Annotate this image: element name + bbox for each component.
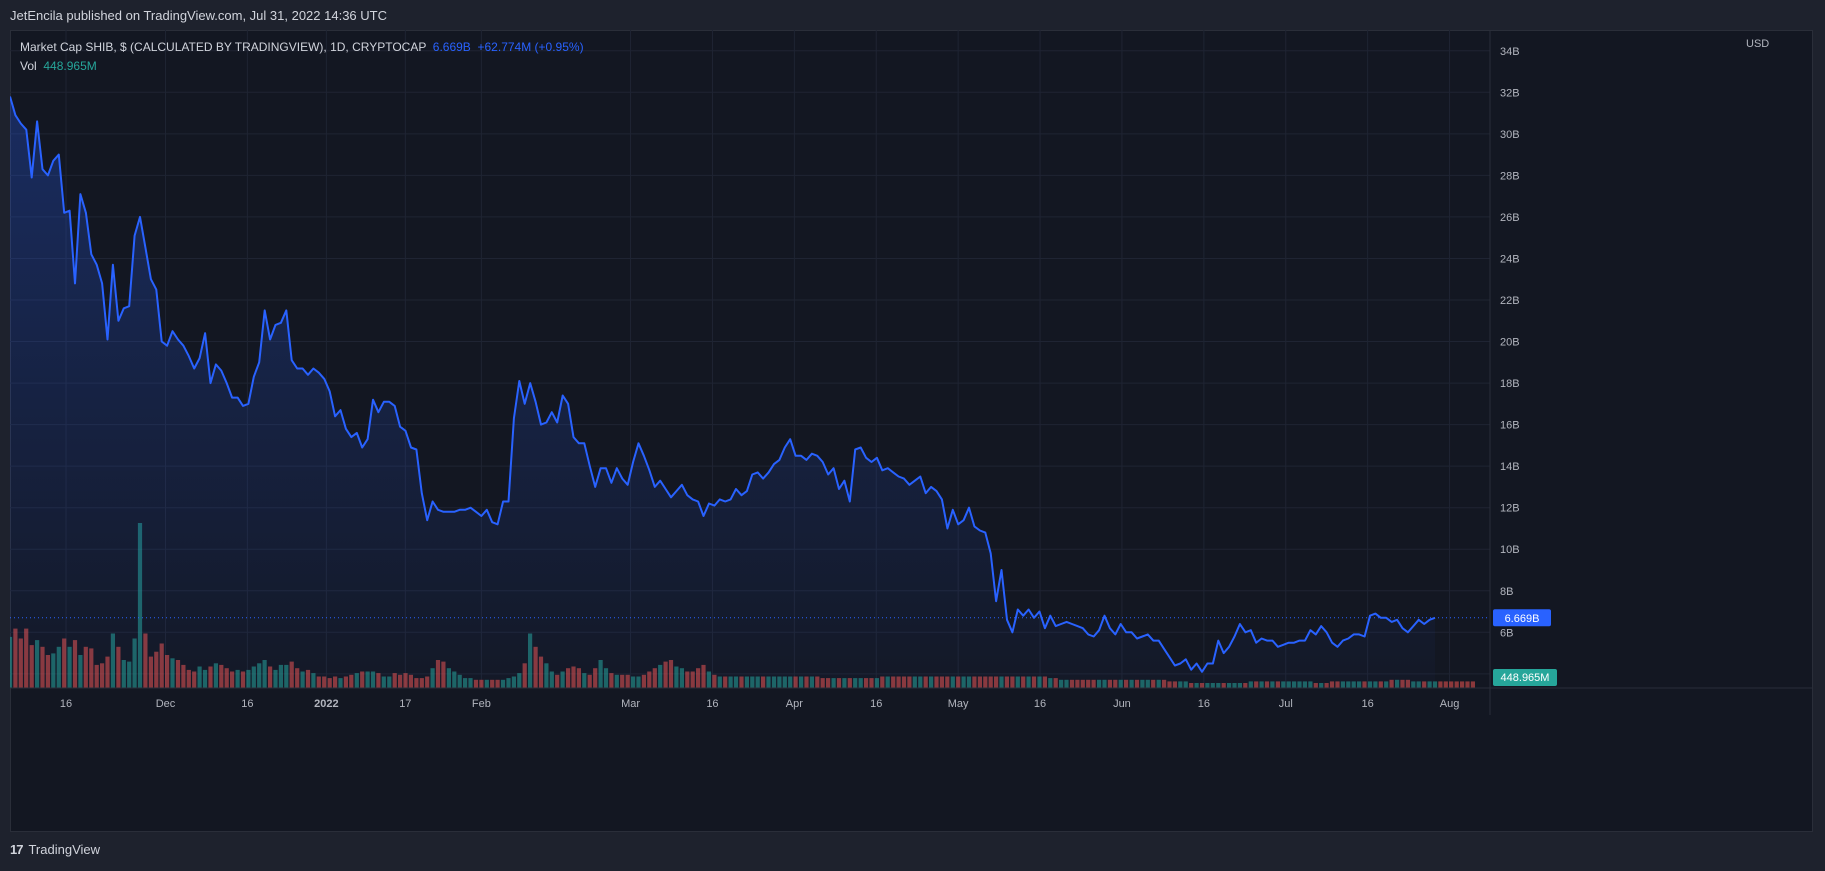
volume-bar (1449, 681, 1454, 688)
time-tick-label: Mar (621, 698, 640, 710)
time-tick-label: 16 (706, 698, 718, 710)
price-tick-label: 26B (1500, 212, 1520, 224)
footer-branding[interactable]: 17 TradingView (10, 842, 100, 857)
legend-change: +62.774M (+0.95%) (477, 40, 584, 54)
price-tick-label: 8B (1500, 586, 1513, 598)
price-tick-label: 34B (1500, 46, 1520, 58)
time-tick-label: 16 (241, 698, 253, 710)
time-tick-label: Dec (156, 698, 176, 710)
last-volume-label: 448.965M (1501, 672, 1550, 684)
time-tick-label: Aug (1440, 698, 1460, 710)
price-tick-label: 24B (1500, 253, 1520, 265)
price-tick-label: 28B (1500, 170, 1520, 182)
published-byline: JetEncila published on TradingView.com, … (10, 8, 387, 23)
price-tick-label: 12B (1500, 503, 1520, 515)
chart-legend: Market Cap SHIB, $ (CALCULATED BY TRADIN… (20, 40, 584, 73)
last-volume-badge: 448.965M (1493, 669, 1557, 686)
symbol-description[interactable]: Market Cap SHIB, $ (CALCULATED BY TRADIN… (20, 40, 427, 54)
time-tick-label: Jun (1113, 698, 1131, 710)
footer-brand-name: TradingView (28, 842, 101, 857)
market-cap-area (10, 96, 1435, 688)
time-tick-label: 17 (399, 698, 411, 710)
volume-indicator-label[interactable]: Vol (20, 59, 37, 73)
time-tick-label: Jul (1279, 698, 1293, 710)
volume-bar (1443, 681, 1448, 688)
market-cap-line (10, 96, 1436, 673)
time-tick-label: Feb (472, 698, 491, 710)
time-tick-label: 16 (1362, 698, 1374, 710)
time-axis[interactable]: 16 Dec 16 2022 17 Feb Mar 16 Apr 16 May 16 Jun 16 Jul 1… (60, 698, 1459, 710)
time-tick-label: 16 (870, 698, 882, 710)
price-tick-label: 14B (1500, 461, 1520, 473)
price-tick-label: 32B (1500, 87, 1520, 99)
volume-bar (1470, 681, 1475, 688)
time-tick-label: 16 (1198, 698, 1210, 710)
last-value-badge: 6.669B (1493, 609, 1551, 627)
time-tick-label: Apr (786, 698, 803, 710)
time-tick-label: May (948, 698, 969, 710)
price-tick-label: 20B (1500, 337, 1520, 349)
price-axis-unit: USD (1746, 38, 1770, 50)
price-tick-label: 16B (1500, 420, 1520, 432)
tradingview-logo-icon: 17 (10, 842, 24, 857)
time-tick-label: 16 (60, 698, 72, 710)
volume-bar (1454, 681, 1459, 688)
price-axis[interactable]: 4B6B8B10B12B14B16B18B20B22B24B26B28B30B3… (1500, 46, 1520, 681)
last-value-label: 6.669B (1505, 613, 1540, 625)
price-tick-label: 10B (1500, 544, 1520, 556)
price-tick-label: 18B (1500, 378, 1520, 390)
volume-bar (1460, 681, 1465, 688)
volume-bar (1438, 681, 1443, 688)
time-tick-label: 2022 (314, 698, 338, 710)
market-cap-chart[interactable]: 4B6B8B10B12B14B16B18B20B22B24B26B28B30B3… (10, 30, 1813, 832)
volume-indicator-value: 448.965M (43, 59, 97, 73)
price-tick-label: 22B (1500, 295, 1520, 307)
volume-bar (1465, 681, 1470, 688)
time-tick-label: 16 (1034, 698, 1046, 710)
price-tick-label: 30B (1500, 129, 1520, 141)
price-tick-label: 6B (1500, 627, 1513, 639)
legend-last-value: 6.669B (432, 40, 471, 54)
